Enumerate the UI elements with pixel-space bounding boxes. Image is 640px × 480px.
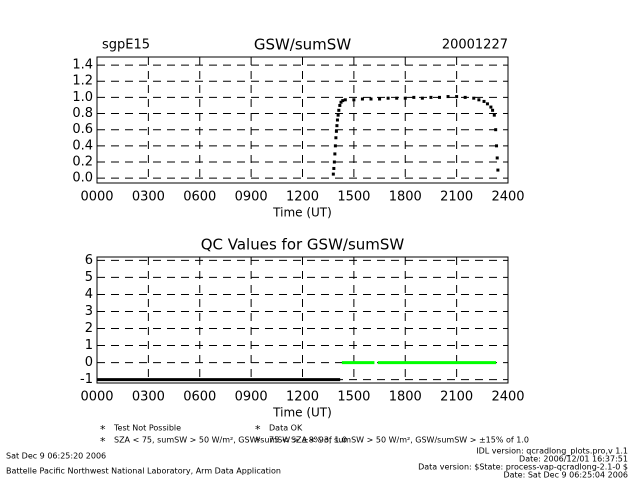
data-point bbox=[495, 156, 499, 160]
chart-title: QC Values for GSW/sumSW bbox=[201, 236, 405, 254]
data-point bbox=[455, 95, 459, 99]
data-point bbox=[472, 96, 476, 100]
idl-date: Date: 2006/12/01 16:37:51 bbox=[519, 455, 628, 464]
y-tick-label: 0.0 bbox=[72, 171, 93, 186]
y-tick-label: 2 bbox=[85, 321, 93, 336]
chart-title: GSW/sumSW bbox=[254, 36, 351, 54]
data-point bbox=[420, 96, 424, 100]
data-version: Data version: $State: process-vap-qcradl… bbox=[418, 463, 628, 472]
x-tick-label: 1500 bbox=[337, 190, 370, 205]
site-label: sgpE15 bbox=[102, 38, 150, 53]
y-tick-label: 0 bbox=[85, 355, 93, 370]
x-tick-label: 0000 bbox=[80, 190, 113, 205]
y-tick-label: 6 bbox=[85, 253, 93, 268]
x-tick-label: 0000 bbox=[80, 390, 113, 405]
y-tick-label: 5 bbox=[85, 270, 93, 285]
data-point bbox=[337, 108, 341, 112]
y-tick-label: 0.6 bbox=[72, 122, 93, 137]
data-point bbox=[333, 152, 337, 156]
x-tick-label: 0900 bbox=[235, 190, 268, 205]
x-tick-label: 1200 bbox=[286, 390, 319, 405]
x-axis-label: Time (UT) bbox=[272, 206, 332, 220]
legend-label: SZA < 75, sumSW > 50 W/m², GSW/sumSW > ±… bbox=[114, 436, 347, 445]
data-point bbox=[331, 172, 335, 176]
data-point bbox=[395, 96, 399, 100]
data-point bbox=[338, 103, 342, 107]
x-tick-label: 1500 bbox=[337, 390, 370, 405]
data-point bbox=[485, 102, 489, 106]
x-tick-label: 0600 bbox=[183, 390, 216, 405]
x-tick-label: 0300 bbox=[132, 390, 165, 405]
legend-symbol: * bbox=[100, 423, 106, 436]
data-point bbox=[335, 124, 339, 128]
legend-label: 75 < SZA < 93, sumSW > 50 W/m², GSW/sumS… bbox=[269, 436, 529, 445]
y-tick-label: 1.2 bbox=[72, 74, 93, 89]
data-point bbox=[333, 144, 337, 148]
data-point bbox=[360, 97, 364, 101]
data-date: Date: Sat Dec 9 06:25:04 2006 bbox=[503, 471, 628, 480]
data-point bbox=[341, 99, 345, 103]
data-point bbox=[496, 168, 500, 172]
data-point bbox=[429, 95, 433, 99]
data-point bbox=[438, 95, 441, 99]
legend-label: Data OK bbox=[269, 424, 303, 433]
y-tick-label: -1 bbox=[80, 372, 93, 387]
data-point bbox=[477, 98, 481, 102]
legend-symbol: * bbox=[100, 435, 106, 448]
y-tick-label: 1.0 bbox=[72, 90, 93, 105]
data-point bbox=[343, 98, 347, 102]
data-point bbox=[336, 113, 340, 117]
run-date: Sat Dec 9 06:25:20 2006 bbox=[6, 452, 106, 461]
data-point bbox=[446, 95, 450, 99]
data-point bbox=[386, 96, 390, 100]
x-tick-label: 2400 bbox=[491, 190, 524, 205]
y-tick-label: 4 bbox=[85, 287, 93, 302]
data-point bbox=[339, 100, 343, 104]
x-tick-label: 0300 bbox=[132, 190, 165, 205]
x-tick-label: 2100 bbox=[440, 390, 473, 405]
date-label: 20001227 bbox=[442, 38, 508, 53]
data-point bbox=[492, 113, 496, 117]
idl-version: IDL version: qcradlong_plots.pro,v 1.1 bbox=[476, 447, 628, 456]
data-point bbox=[369, 97, 373, 101]
legend-symbol: * bbox=[255, 423, 261, 436]
data-point bbox=[489, 105, 493, 109]
legend-symbol: * bbox=[255, 435, 261, 448]
data-point bbox=[412, 95, 416, 99]
y-tick-label: 0.8 bbox=[72, 106, 93, 121]
data-point bbox=[482, 99, 486, 103]
x-tick-label: 0900 bbox=[235, 390, 268, 405]
data-point bbox=[352, 98, 356, 102]
x-tick-label: 0600 bbox=[183, 190, 216, 205]
y-tick-label: 1 bbox=[85, 338, 93, 353]
x-axis-label: Time (UT) bbox=[272, 406, 332, 420]
data-point bbox=[332, 166, 336, 170]
y-tick-label: 1.4 bbox=[72, 58, 93, 73]
data-point bbox=[332, 160, 336, 164]
y-tick-label: 0.4 bbox=[72, 138, 93, 153]
data-point bbox=[378, 97, 382, 101]
legend-label: Test Not Possible bbox=[113, 424, 181, 433]
x-tick-label: 1200 bbox=[286, 190, 319, 205]
data-point bbox=[335, 118, 339, 122]
data-point bbox=[463, 95, 467, 99]
organization: Battelle Pacific Northwest National Labo… bbox=[6, 467, 281, 476]
data-point bbox=[494, 128, 498, 132]
x-tick-label: 1800 bbox=[389, 190, 422, 205]
y-tick-label: 0.2 bbox=[72, 155, 93, 170]
x-tick-label: 1800 bbox=[389, 390, 422, 405]
data-point bbox=[491, 108, 495, 112]
data-point bbox=[334, 136, 338, 140]
y-tick-label: 3 bbox=[85, 304, 93, 319]
data-point bbox=[495, 144, 499, 148]
data-point bbox=[334, 129, 338, 133]
x-tick-label: 2400 bbox=[491, 390, 524, 405]
x-tick-label: 2100 bbox=[440, 190, 473, 205]
data-point bbox=[403, 96, 407, 100]
